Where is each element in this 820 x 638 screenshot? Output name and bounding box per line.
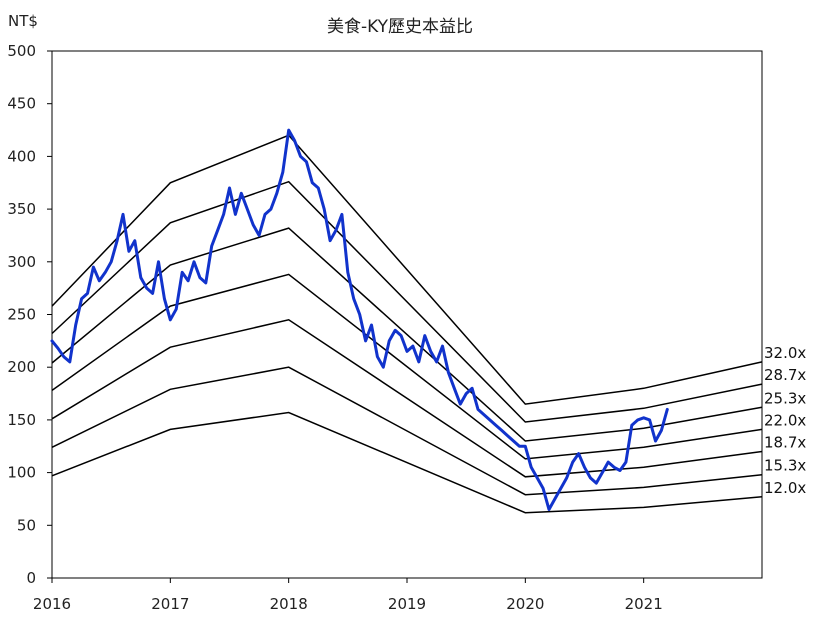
- y-tick-label: 200: [7, 358, 36, 376]
- pe-band-label: 22.0x: [764, 411, 806, 429]
- y-axis: 0 50 100 150 200 250 300 350 400 450 500: [7, 42, 52, 587]
- pe-band-label: 32.0x: [764, 344, 806, 362]
- price-line: [50, 128, 669, 511]
- pe-band-line: [51, 227, 763, 442]
- x-tick-label: 2016: [33, 595, 71, 613]
- x-tick-label: 2018: [270, 595, 308, 613]
- price-series: [50, 128, 669, 511]
- x-tick-label: 2017: [151, 595, 189, 613]
- pe-band-labels: 32.0x 28.7x 25.3x 22.0x 18.7x 15.3x 12.0x: [764, 344, 806, 497]
- pe-band-label: 15.3x: [764, 457, 806, 475]
- x-tick-label: 2020: [506, 595, 544, 613]
- x-axis: 2016 2017 2018 2019 2020 2021: [33, 578, 663, 613]
- pe-band-label: 12.0x: [764, 479, 806, 497]
- y-tick-label: 250: [7, 306, 36, 324]
- pe-band-label: 25.3x: [764, 389, 806, 407]
- pe-band-line: [51, 134, 763, 405]
- y-tick-label: 400: [7, 147, 36, 165]
- y-tick-label: 450: [7, 95, 36, 113]
- pe-band-label: 28.7x: [764, 366, 806, 384]
- pe-band-lines: [51, 134, 763, 514]
- y-tick-label: 350: [7, 200, 36, 218]
- pe-band-line: [51, 366, 763, 496]
- chart-title: 美食-KY歷史本益比: [327, 17, 473, 37]
- pe-band-line: [51, 411, 763, 514]
- pe-band-line: [51, 318, 763, 478]
- y-tick-label: 150: [7, 411, 36, 429]
- pe-band-line: [51, 273, 763, 460]
- pe-band-label: 18.7x: [764, 434, 806, 452]
- y-tick-label: 100: [7, 464, 36, 482]
- y-tick-label: 500: [7, 42, 36, 60]
- x-tick-label: 2019: [388, 595, 426, 613]
- x-tick-label: 2021: [625, 595, 663, 613]
- pe-band-line: [51, 180, 763, 423]
- y-tick-label: 50: [17, 516, 36, 534]
- y-axis-unit-label: NT$: [8, 12, 38, 30]
- y-tick-label: 0: [26, 569, 36, 587]
- y-tick-label: 300: [7, 253, 36, 271]
